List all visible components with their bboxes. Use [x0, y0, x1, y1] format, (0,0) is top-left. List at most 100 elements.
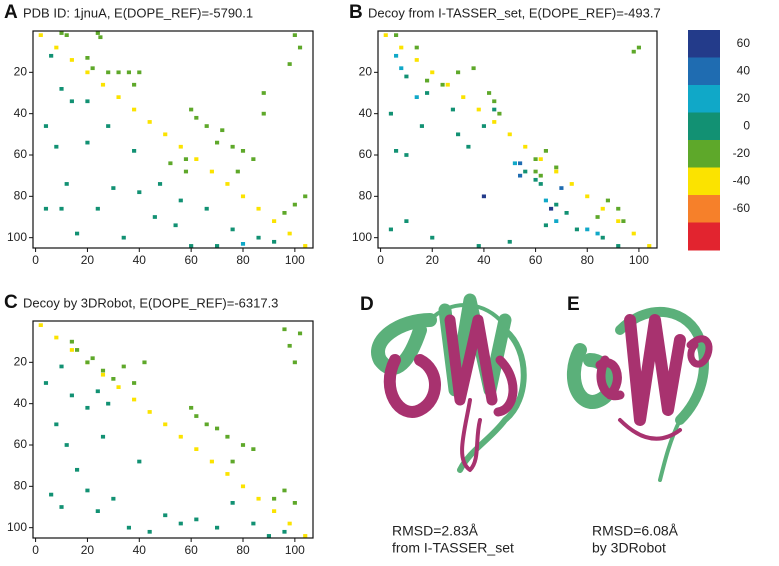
contact-cell: [394, 149, 399, 153]
contact-cell: [240, 242, 246, 246]
plot-frame: [32, 320, 314, 539]
contact-cell: [194, 115, 199, 120]
contact-cell: [456, 132, 461, 137]
contact-cell: [95, 389, 100, 394]
contact-cell: [595, 231, 600, 236]
contact-cell: [85, 488, 90, 493]
contact-cell: [456, 70, 461, 75]
contact-cell: [59, 87, 64, 91]
contact-cell: [261, 111, 266, 116]
contact-cell: [481, 194, 486, 199]
rmsd-label: RMSD=2.83Å: [392, 523, 479, 539]
contact-cell: [183, 169, 189, 174]
contact-cell: [194, 414, 199, 418]
contact-cell: [585, 227, 590, 232]
contact-cell: [492, 107, 497, 112]
x-tick-label: 60: [184, 253, 198, 267]
contact-cell: [49, 492, 54, 497]
x-tick-label: 100: [629, 253, 649, 267]
contact-cell: [533, 177, 538, 182]
contact-cell: [600, 206, 605, 211]
contact-cell: [240, 443, 246, 447]
contact-cell: [126, 525, 131, 530]
contact-cell: [574, 227, 579, 232]
contact-cell: [538, 182, 543, 186]
x-tick-label: 20: [81, 253, 95, 267]
y-tick-label: 60: [359, 147, 373, 161]
contact-cell: [75, 348, 80, 352]
contact-cell: [137, 459, 142, 464]
contact-cell: [297, 45, 303, 50]
contact-cell: [49, 53, 54, 58]
contact-cell: [383, 33, 388, 37]
y-tick-label: 100: [352, 230, 372, 244]
y-tick-label: 20: [14, 355, 28, 369]
contact-cell: [287, 521, 292, 526]
contact-cell: [636, 45, 641, 50]
contact-cell: [204, 206, 209, 211]
x-tick-label: 100: [285, 253, 305, 267]
contact-cell: [106, 124, 111, 128]
contact-cell: [388, 227, 393, 232]
contact-cell: [204, 422, 209, 427]
contact-cell: [189, 405, 194, 410]
contact-cell: [43, 206, 49, 211]
x-tick-label: 60: [184, 543, 198, 557]
contact-cell: [111, 377, 116, 381]
colorbar-tick-label: 0: [743, 118, 750, 132]
contact-cell: [394, 33, 399, 37]
colorbar-tick-label: 40: [737, 63, 751, 77]
contact-cell: [440, 82, 445, 87]
contact-cell: [85, 56, 90, 60]
contact-cell: [121, 364, 126, 369]
contact-cell: [116, 70, 121, 75]
chart-title: Decoy from I-TASSER_set, E(DOPE_REF)=-49…: [368, 5, 661, 20]
y-tick-label: 100: [7, 230, 27, 244]
colorbar-tick-label: 60: [737, 36, 751, 50]
contact-cell: [282, 211, 287, 215]
contact-cell: [178, 198, 183, 203]
contact-cell: [564, 211, 569, 215]
contact-cell: [292, 360, 297, 365]
contact-cell: [95, 206, 100, 211]
contact-cell: [388, 111, 393, 116]
contact-cell: [163, 132, 168, 137]
contact-cell: [157, 182, 163, 186]
contact-cell: [85, 360, 90, 365]
y-tick-label: 100: [7, 520, 27, 534]
x-tick-label: 0: [377, 253, 384, 267]
contact-cell: [600, 235, 605, 240]
contact-cell: [54, 45, 59, 50]
colorbar-block: [688, 30, 720, 58]
contact-cell: [59, 364, 64, 369]
contact-cell: [481, 124, 486, 128]
x-tick-label: 0: [32, 543, 39, 557]
x-tick-label: 60: [529, 253, 543, 267]
contact-cell: [399, 45, 404, 50]
contact-cell: [554, 219, 559, 223]
contact-cell: [100, 372, 106, 377]
contact-cell: [261, 91, 266, 95]
contact-cell: [404, 74, 409, 79]
contact-cell: [272, 239, 277, 244]
plot-frame: [377, 30, 658, 249]
contact-cell: [272, 219, 277, 223]
contact-cell: [507, 132, 512, 137]
source-label: by 3DRobot: [592, 540, 666, 556]
contact-cell: [43, 124, 49, 128]
contact-cell: [209, 169, 214, 174]
contact-cell: [543, 149, 548, 153]
contact-cell: [59, 31, 64, 35]
contact-cell: [554, 169, 559, 174]
contact-cell: [272, 496, 277, 501]
contact-cell: [414, 58, 419, 62]
contact-cell: [287, 62, 292, 66]
contact-cell: [64, 443, 69, 447]
contact-cell: [492, 99, 497, 104]
colorbar-tick-label: 20: [737, 91, 751, 105]
contact-cell: [85, 99, 90, 104]
contact-cell: [569, 182, 574, 186]
contact-cell: [240, 149, 246, 153]
x-tick-label: 20: [426, 253, 440, 267]
